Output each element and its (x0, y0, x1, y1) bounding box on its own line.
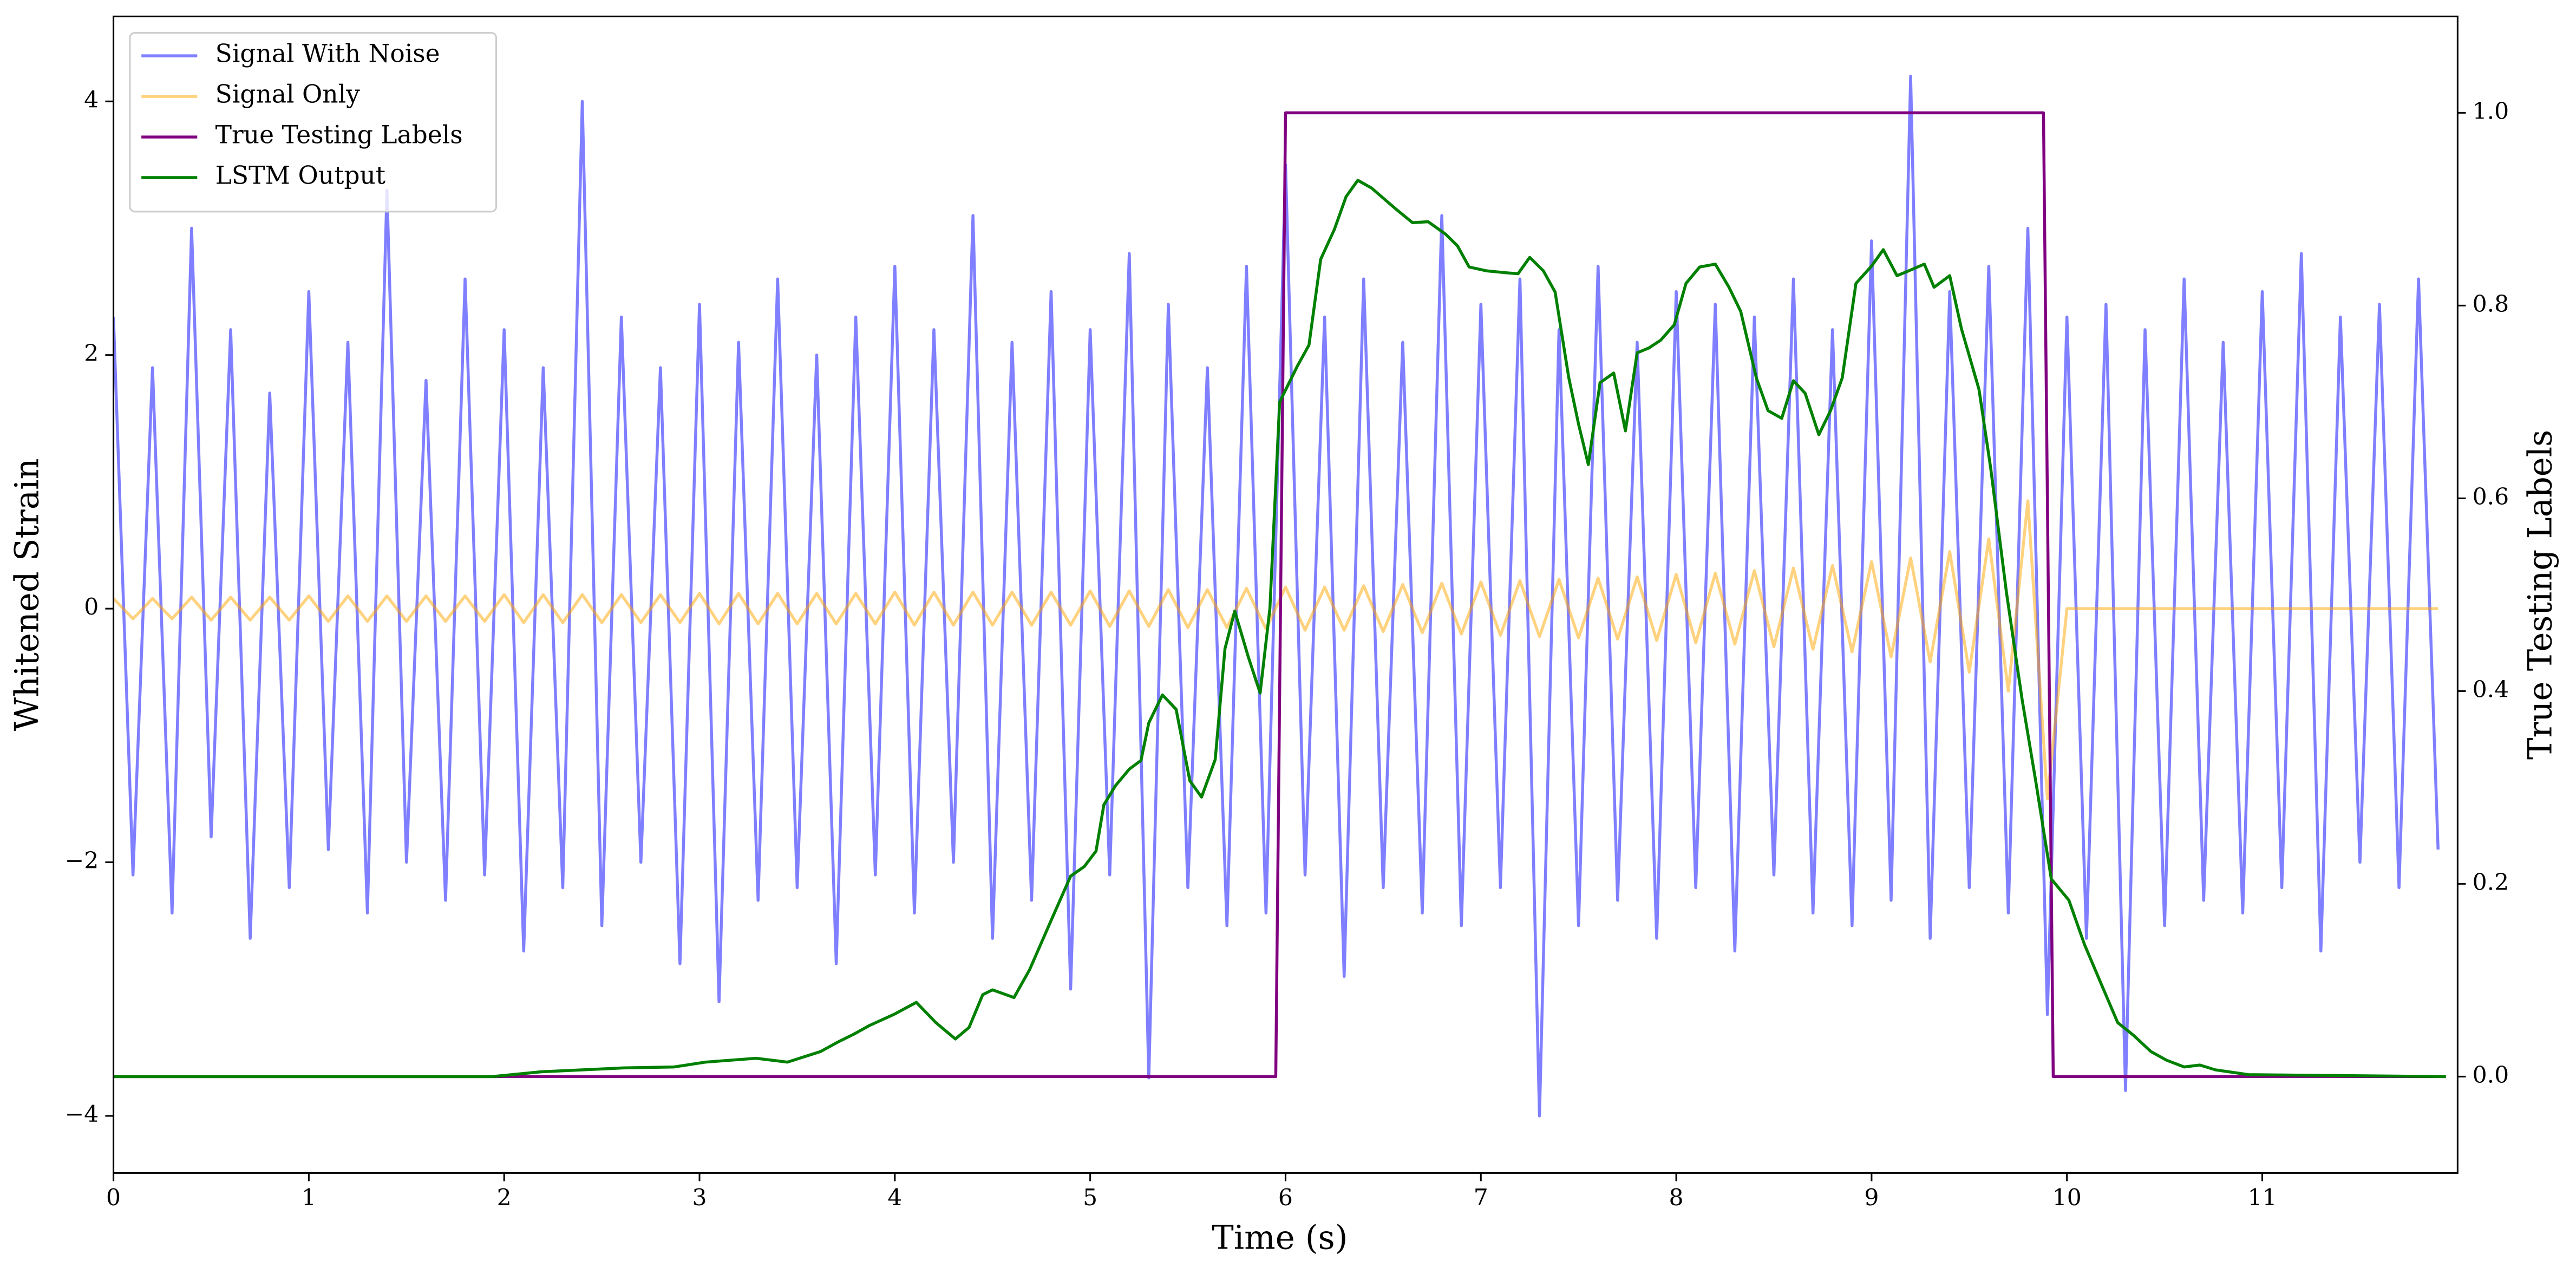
y-tick-label: 2 (84, 341, 99, 367)
y-tick-label: 4 (84, 87, 99, 113)
x-tick-label: 4 (887, 1185, 902, 1211)
x-tick-label: 5 (1083, 1185, 1097, 1211)
x-tick-label: 10 (2052, 1185, 2082, 1211)
y2-tick-label: 0.6 (2473, 484, 2509, 510)
y2-tick-label: 1.0 (2473, 98, 2509, 125)
y-tick-label: −4 (65, 1101, 99, 1128)
x-tick-label: 2 (497, 1185, 512, 1211)
x-tick-label: 0 (106, 1185, 121, 1211)
legend-label: Signal With Noise (215, 40, 440, 68)
x-tick-label: 11 (2247, 1185, 2277, 1211)
series-line (113, 111, 2446, 1079)
legend-label: Signal Only (215, 80, 360, 109)
legend-label: True Testing Labels (215, 121, 463, 149)
x-tick-label: 1 (302, 1185, 316, 1211)
y2-axis-label: True Testing Labels (2522, 430, 2560, 760)
series-line (113, 179, 2446, 1079)
y-tick-label: 0 (84, 594, 99, 620)
y2-tick-label: 0.4 (2473, 676, 2509, 703)
x-tick-label: 9 (1864, 1185, 1879, 1211)
x-tick-label: 8 (1669, 1185, 1684, 1211)
legend-box (129, 32, 498, 213)
y-axis-label: Whitened Strain (8, 458, 46, 731)
y-tick-label: −2 (65, 848, 99, 874)
legend-label: LSTM Output (215, 161, 385, 190)
y2-tick-label: 0.8 (2473, 291, 2509, 317)
plot-area (113, 74, 2446, 1118)
x-tick-label: 3 (692, 1185, 707, 1211)
y2-tick-label: 0.0 (2473, 1062, 2509, 1088)
x-axis-label: Time (s) (1212, 1219, 1348, 1257)
y2-tick-label: 0.2 (2473, 869, 2509, 896)
x-tick-label: 6 (1278, 1185, 1293, 1211)
x-tick-label: 7 (1474, 1185, 1488, 1211)
